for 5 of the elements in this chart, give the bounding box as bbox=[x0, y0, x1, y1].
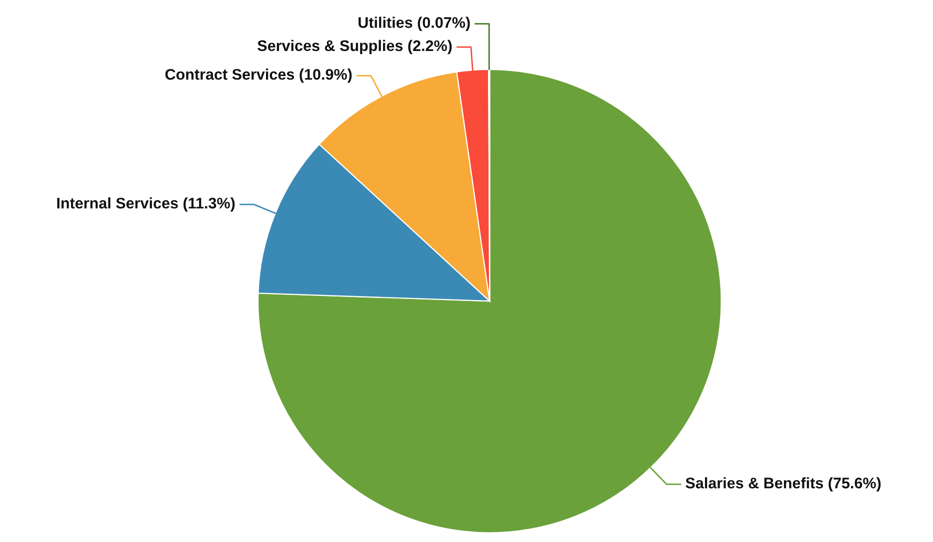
slice-label: Utilities (0.07%) bbox=[358, 16, 470, 31]
slice-label: Contract Services (10.9%) bbox=[165, 68, 352, 83]
slice-label: Services & Supplies (2.2%) bbox=[258, 40, 452, 54]
slice-label: Salaries & Benefits (75.6%) bbox=[686, 477, 881, 492]
slice-label: Internal Services (11.3%) bbox=[57, 197, 235, 212]
